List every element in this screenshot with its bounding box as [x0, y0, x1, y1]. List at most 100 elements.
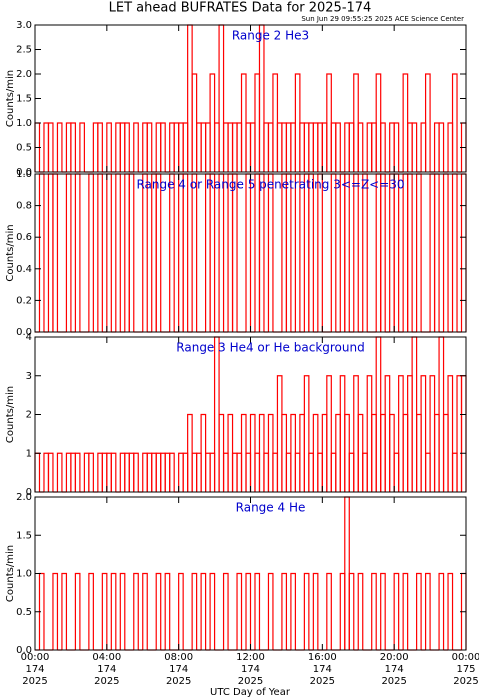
step-segment — [155, 572, 162, 650]
x-tick-year: 2025 — [166, 676, 191, 687]
y-tick-label: 1.5 — [16, 530, 32, 541]
step-segment — [88, 572, 94, 650]
x-tick-year: 2025 — [381, 676, 406, 687]
chart-title: LET ahead BUFRATES Data for 2025-174 — [109, 1, 372, 16]
step-segment — [371, 572, 377, 650]
step-segment — [420, 375, 427, 492]
step-segment — [267, 572, 274, 650]
y-tick-label: 0.0 — [16, 167, 32, 178]
x-tick-label: 12:00 — [236, 652, 265, 663]
step-segment — [451, 73, 458, 172]
step-segment — [106, 122, 112, 172]
step-segment — [101, 572, 108, 650]
step-segment — [290, 572, 296, 650]
step-segment — [424, 73, 431, 172]
step-segment — [402, 572, 409, 650]
step-segment — [236, 572, 243, 650]
x-tick-day: 175 — [456, 664, 475, 675]
step-segment — [348, 572, 355, 650]
y-tick-label: 3.0 — [16, 20, 32, 31]
step-segment — [56, 122, 63, 172]
step-segment — [447, 375, 454, 492]
y-tick-label: 0.5 — [16, 607, 32, 618]
step-segment — [146, 122, 153, 172]
step-segment — [47, 452, 54, 492]
panel-title: Range 2 He3 — [232, 29, 309, 43]
y-tick-label: 0.0 — [16, 645, 32, 656]
step-segment — [47, 122, 54, 172]
step-segment — [160, 122, 166, 172]
step-segment — [312, 572, 319, 650]
y-tick-label: 2.0 — [16, 492, 32, 503]
step-segment — [52, 572, 59, 650]
y-tick-label: 2.0 — [16, 69, 32, 80]
step-segment — [133, 572, 139, 650]
x-tick-year: 2025 — [238, 676, 263, 687]
x-tick-label: 20:00 — [380, 652, 409, 663]
step-segment — [393, 572, 400, 650]
step-segment — [411, 122, 418, 172]
y-tick-label: 4 — [26, 332, 32, 343]
y-tick-label: 1.0 — [16, 118, 32, 129]
step-segment — [222, 572, 229, 650]
step-segment — [281, 572, 288, 650]
y-tick-label: 3 — [26, 371, 32, 382]
y-tick-label: 1.5 — [16, 94, 32, 105]
step-segment — [164, 572, 171, 650]
step-segment — [326, 375, 332, 492]
x-axis-label: UTC Day of Year — [210, 687, 291, 698]
timestamp: Sun Jun 29 09:55:25 2025 ACE Science Cen… — [301, 15, 464, 23]
step-segment — [74, 452, 81, 492]
y-axis-label: Counts/min — [5, 386, 16, 443]
step-segment — [124, 122, 130, 172]
step-segment — [380, 122, 386, 172]
step-segment — [245, 572, 252, 650]
x-tick-label: 16:00 — [308, 652, 337, 663]
x-tick-day: 174 — [97, 664, 116, 675]
panel-title: Range 3 He4 or He background — [176, 341, 364, 355]
y-tick-label: 0.8 — [16, 201, 32, 212]
panel-title: Range 4 He — [236, 501, 306, 515]
y-tick-label: 2 — [26, 410, 32, 421]
y-tick-label: 1 — [26, 448, 32, 459]
step-segment — [335, 122, 341, 172]
step-segment — [447, 572, 454, 650]
x-tick-year: 2025 — [22, 676, 47, 687]
y-tick-label: 2.5 — [16, 45, 32, 56]
x-tick-day: 174 — [169, 664, 188, 675]
y-tick-label: 0.2 — [16, 295, 32, 306]
step-segment — [326, 572, 332, 650]
panel-title: Range 4 or Range 5 penetrating 3<=Z<=30 — [136, 178, 404, 192]
y-tick-label: 0.6 — [16, 232, 32, 243]
step-segment — [303, 572, 310, 650]
y-axis-label: Counts/min — [5, 70, 16, 127]
step-segment — [191, 572, 198, 650]
step-segment — [438, 122, 445, 172]
x-tick-day: 174 — [241, 664, 260, 675]
y-tick-label: 0.4 — [16, 264, 32, 275]
step-segment — [56, 452, 63, 492]
step-segment — [119, 572, 126, 650]
step-segment — [110, 452, 117, 492]
y-tick-label: 0.5 — [16, 143, 32, 154]
step-segment — [74, 572, 81, 650]
x-tick-label: 00:00 — [452, 652, 479, 663]
step-segment — [254, 572, 261, 650]
step-segment — [303, 375, 310, 492]
x-tick-year: 2025 — [94, 676, 119, 687]
step-segment — [357, 122, 364, 172]
y-tick-label: 0 — [26, 487, 32, 498]
x-tick-day: 174 — [25, 664, 44, 675]
step-segment — [133, 452, 139, 492]
x-tick-label: 04:00 — [92, 652, 121, 663]
step-segment — [142, 572, 148, 650]
step-segment — [169, 452, 175, 492]
y-axis-label: Counts/min — [5, 224, 16, 281]
step-segment — [133, 122, 139, 172]
x-tick-day: 174 — [385, 664, 404, 675]
x-tick-label: 08:00 — [164, 652, 193, 663]
step-segment — [200, 572, 207, 650]
step-segment — [178, 572, 184, 650]
step-segment — [70, 122, 77, 172]
